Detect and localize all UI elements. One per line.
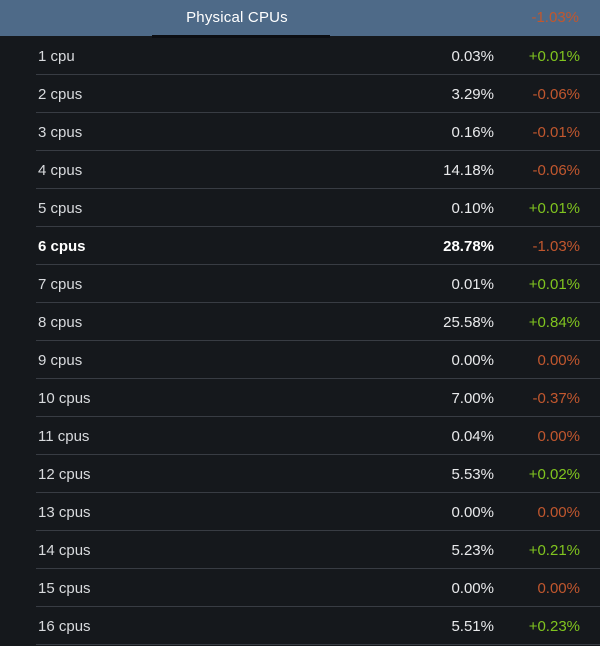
row-label: 15 cpus (38, 579, 91, 597)
table-row: 13 cpus 0.00% 0.00% (0, 493, 600, 531)
row-change-value: +0.21% (528, 541, 580, 559)
row-change-value: +0.01% (528, 47, 580, 65)
row-share-value: 28.78% (443, 237, 494, 255)
row-share-value: 0.00% (451, 351, 494, 369)
row-change-value: -0.37% (532, 389, 580, 407)
row-change-value: +0.01% (528, 275, 580, 293)
header-notch (152, 35, 330, 38)
category-header-change: -1.03% (531, 9, 579, 26)
row-share-value: 0.03% (451, 47, 494, 65)
table-row: 1 cpu 0.03% +0.01% (0, 37, 600, 75)
row-share-value: 3.29% (451, 85, 494, 103)
row-label: 7 cpus (38, 275, 83, 293)
row-label: 10 cpus (38, 389, 91, 407)
row-label: 11 cpus (38, 427, 90, 445)
row-change-value: 0.00% (537, 427, 580, 445)
row-share-value: 5.51% (451, 617, 494, 635)
row-label: 16 cpus (38, 617, 91, 635)
table-row: 7 cpus 0.01% +0.01% (0, 265, 600, 303)
table-row: 15 cpus 0.00% 0.00% (0, 569, 600, 607)
row-share-value: 0.01% (451, 275, 494, 293)
row-label: 1 cpu (38, 47, 75, 65)
row-change-value: 0.00% (537, 351, 580, 369)
table-row: 10 cpus 7.00% -0.37% (0, 379, 600, 417)
table-row: 3 cpus 0.16% -0.01% (0, 113, 600, 151)
row-label: 5 cpus (38, 199, 83, 217)
table-body: 1 cpu 0.03% +0.01% 2 cpus 3.29% -0.06% 3 cpus 0… (0, 37, 600, 645)
row-share-value: 14.18% (443, 161, 494, 179)
row-share-value: 0.10% (451, 199, 494, 217)
row-change-value: 0.00% (537, 503, 580, 521)
table-row: 6 cpus 28.78% -1.03% (0, 227, 600, 265)
row-label: 12 cpus (38, 465, 91, 483)
row-change-value: 0.00% (537, 579, 580, 597)
row-change-value: -0.06% (532, 85, 580, 103)
row-change-value: +0.23% (528, 617, 580, 635)
category-header[interactable]: Physical CPUs -1.03% (0, 0, 600, 36)
category-header-title: Physical CPUs (186, 9, 288, 26)
table-row: 11 cpus 0.04% 0.00% (0, 417, 600, 455)
row-share-value: 5.23% (451, 541, 494, 559)
table-row: 16 cpus 5.51% +0.23% (0, 607, 600, 645)
row-label: 14 cpus (38, 541, 91, 559)
table-row: 5 cpus 0.10% +0.01% (0, 189, 600, 227)
row-share-value: 5.53% (451, 465, 494, 483)
table-row: 14 cpus 5.23% +0.21% (0, 531, 600, 569)
row-label: 8 cpus (38, 313, 83, 331)
row-label: 4 cpus (38, 161, 83, 179)
row-share-value: 25.58% (443, 313, 494, 331)
row-label: 2 cpus (38, 85, 83, 103)
row-share-value: 0.16% (451, 123, 494, 141)
table-row: 2 cpus 3.29% -0.06% (0, 75, 600, 113)
row-change-value: -0.01% (532, 123, 580, 141)
table-row: 8 cpus 25.58% +0.84% (0, 303, 600, 341)
row-label: 3 cpus (38, 123, 83, 141)
row-change-value: -0.06% (532, 161, 580, 179)
row-share-value: 0.00% (451, 579, 494, 597)
row-change-value: +0.84% (528, 313, 580, 331)
row-share-value: 0.04% (451, 427, 494, 445)
row-label: 6 cpus (38, 237, 86, 255)
row-change-value: +0.02% (528, 465, 580, 483)
row-change-value: -1.03% (532, 237, 580, 255)
row-label: 13 cpus (38, 503, 91, 521)
table-row: 9 cpus 0.00% 0.00% (0, 341, 600, 379)
table-row: 12 cpus 5.53% +0.02% (0, 455, 600, 493)
row-change-value: +0.01% (528, 199, 580, 217)
row-label: 9 cpus (38, 351, 83, 369)
table-row: 4 cpus 14.18% -0.06% (0, 151, 600, 189)
row-share-value: 0.00% (451, 503, 494, 521)
row-share-value: 7.00% (451, 389, 494, 407)
